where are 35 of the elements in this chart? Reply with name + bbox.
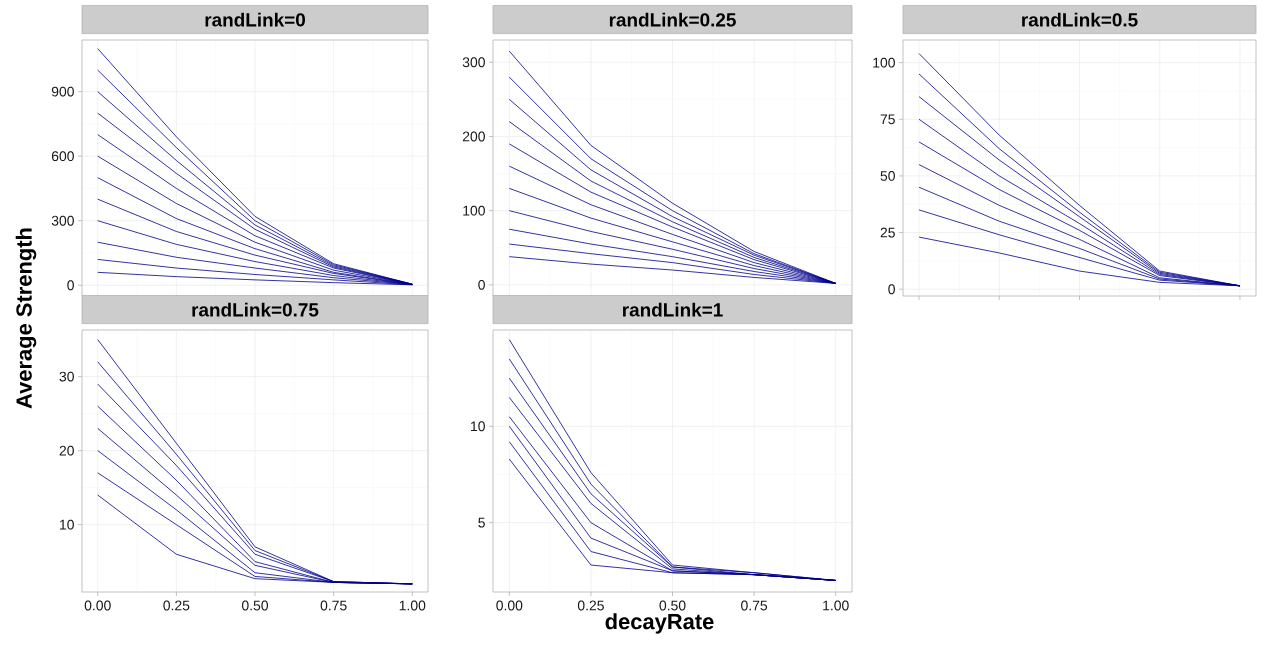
y-tick-label: 0 [478,279,485,290]
x-tick-label: 1.00 [399,600,426,611]
chart-title: randLink=0.5 [1022,12,1138,27]
x-tick-label: 1.00 [823,600,849,611]
y-tick-label: 0 [888,284,895,295]
x-tick-label: 0.50 [659,600,686,611]
y-tick-label: 100 [873,57,895,68]
x-tick-label: 0.25 [163,600,190,611]
x-tick-label: 0.75 [741,600,768,611]
y-tick-label: 300 [462,57,485,68]
chart-title: randLink=0.25 [609,12,736,27]
x-axis-title: decayRate [605,613,714,634]
y-tick-label: 10 [60,519,74,530]
chart-title: randLink=0.75 [192,302,319,317]
x-tick-label: 0.00 [84,600,111,611]
y-tick-label: 25 [880,227,895,238]
x-tick-label: 0.25 [577,600,604,611]
y-tick-label: 50 [880,170,895,181]
y-tick-label: 200 [462,131,485,142]
chart-title: randLink=1 [623,302,723,317]
y-tick-label: 300 [51,215,74,226]
chart-title: randLink=0 [205,12,305,27]
y-tick-label: 5 [478,517,485,528]
y-tick-label: 75 [880,114,895,125]
y-tick-label: 900 [51,86,74,97]
x-tick-label: 0.50 [241,600,269,611]
y-tick-label: 10 [471,421,485,432]
x-tick-label: 0.00 [496,600,523,611]
y-tick-label: 600 [51,151,74,162]
y-tick-label: 0 [67,280,74,291]
y-tick-label: 30 [59,371,74,382]
y-tick-label: 20 [59,445,74,456]
y-tick-label: 100 [463,205,485,216]
y-axis-title: Average Strength [15,228,37,409]
x-tick-label: 0.75 [320,600,347,611]
